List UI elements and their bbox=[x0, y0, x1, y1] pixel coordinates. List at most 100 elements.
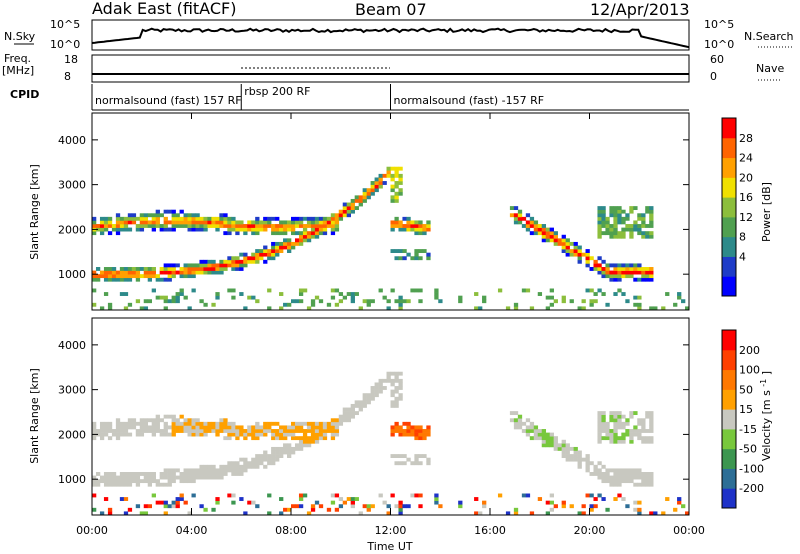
power-cell bbox=[119, 224, 125, 228]
velocity-cell bbox=[147, 475, 152, 480]
power-cell bbox=[131, 220, 137, 225]
power-cell bbox=[195, 213, 200, 218]
velocity-cell bbox=[633, 507, 638, 512]
power-cell bbox=[203, 270, 208, 275]
power-cell bbox=[127, 227, 133, 232]
velocity-cell bbox=[422, 429, 427, 433]
power-cell bbox=[223, 231, 228, 236]
power-cell bbox=[474, 292, 479, 296]
velocity-cell bbox=[330, 432, 336, 437]
velocity-cell bbox=[354, 403, 359, 408]
velocity-cell bbox=[287, 446, 292, 451]
power-cell bbox=[263, 216, 268, 221]
velocity-cell bbox=[625, 468, 630, 473]
velocity-cell bbox=[171, 429, 176, 433]
power-cell bbox=[338, 209, 344, 214]
velocity-cell bbox=[255, 454, 260, 458]
power-cell bbox=[291, 241, 296, 246]
velocity-cell bbox=[103, 475, 109, 480]
power-cell bbox=[362, 188, 367, 193]
velocity-cell bbox=[135, 482, 141, 487]
velocity-cell bbox=[171, 479, 176, 484]
velocity-cell bbox=[529, 436, 535, 441]
velocity-cell bbox=[163, 475, 168, 480]
power-cell bbox=[219, 224, 224, 228]
velocity-cell bbox=[613, 472, 618, 476]
velocity-cell bbox=[601, 425, 606, 430]
power-cell bbox=[127, 277, 133, 282]
velocity-cell bbox=[215, 475, 220, 480]
velocity-cell bbox=[135, 475, 141, 480]
velocity-cell bbox=[195, 475, 200, 480]
velocity-cell bbox=[215, 421, 220, 426]
power-cell bbox=[374, 181, 379, 185]
velocity-cell bbox=[605, 425, 610, 430]
velocity-cell bbox=[187, 475, 192, 480]
power-cell bbox=[513, 206, 519, 211]
velocity-cell bbox=[239, 497, 244, 501]
velocity-cell bbox=[199, 432, 204, 437]
velocity-cell bbox=[597, 436, 602, 441]
velocity-cell bbox=[613, 418, 618, 423]
power-cell bbox=[263, 224, 268, 228]
power-cell bbox=[649, 216, 654, 221]
velocity-cell bbox=[203, 425, 208, 430]
power-cell bbox=[533, 220, 539, 225]
velocity-cell bbox=[123, 479, 129, 484]
velocity-cell bbox=[637, 421, 642, 426]
velocity-cell bbox=[649, 421, 654, 426]
velocity-cell bbox=[641, 436, 646, 441]
power-cell bbox=[350, 206, 355, 211]
power-cell bbox=[207, 263, 212, 268]
power-cell bbox=[585, 288, 590, 293]
power-cell bbox=[207, 270, 212, 275]
velocity-cell bbox=[267, 454, 272, 458]
velocity-cell bbox=[577, 461, 582, 466]
velocity-cell bbox=[127, 507, 133, 512]
power-cell bbox=[581, 252, 586, 257]
velocity-cell bbox=[665, 497, 670, 501]
power-cell bbox=[279, 249, 284, 253]
power-cell bbox=[187, 224, 192, 228]
velocity-cell bbox=[211, 421, 216, 426]
power-cell bbox=[231, 263, 236, 268]
colorbar-tick: -200 bbox=[739, 482, 764, 495]
velocity-cell bbox=[605, 429, 610, 433]
velocity-cell bbox=[362, 400, 367, 405]
velocity-cell bbox=[318, 432, 324, 437]
power-cell bbox=[398, 249, 403, 253]
velocity-cell bbox=[589, 461, 594, 466]
velocity-cell bbox=[187, 425, 192, 430]
power-cell bbox=[103, 267, 109, 271]
velocity-cell bbox=[633, 475, 638, 480]
power-cell bbox=[322, 216, 328, 221]
power-cell bbox=[625, 216, 630, 221]
velocity-cell bbox=[107, 507, 113, 512]
power-cell bbox=[191, 267, 196, 271]
power-cell bbox=[653, 306, 658, 311]
velocity-cell bbox=[287, 432, 292, 437]
velocity-cell bbox=[111, 482, 117, 487]
velocity-cell bbox=[649, 418, 654, 423]
velocity-cell bbox=[458, 500, 463, 505]
velocity-cell bbox=[171, 425, 176, 430]
velocity-cell bbox=[474, 511, 479, 516]
power-cell bbox=[601, 274, 606, 279]
velocity-cell bbox=[139, 421, 145, 426]
velocity-cell bbox=[374, 393, 379, 398]
power-cell bbox=[398, 299, 403, 304]
velocity-cell bbox=[267, 457, 272, 462]
power-cell bbox=[649, 270, 654, 275]
velocity-cell bbox=[243, 468, 248, 473]
power-cell bbox=[251, 256, 256, 261]
velocity-cell bbox=[175, 497, 180, 501]
power-cell bbox=[203, 224, 208, 228]
power-cell bbox=[394, 220, 399, 225]
power-cell bbox=[585, 256, 590, 261]
power-cell bbox=[179, 220, 184, 225]
power-cell bbox=[267, 249, 272, 253]
power-cell bbox=[597, 216, 602, 221]
power-cell bbox=[175, 299, 180, 304]
power-cell bbox=[302, 227, 308, 232]
